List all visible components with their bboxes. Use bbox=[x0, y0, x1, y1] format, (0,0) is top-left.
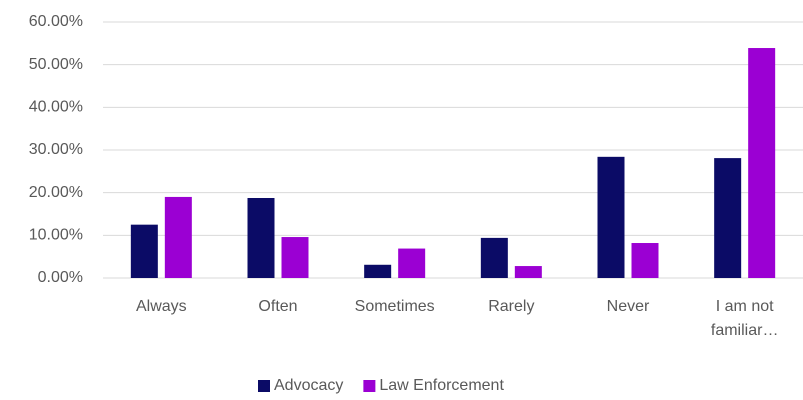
y-tick-label: 50.00% bbox=[29, 56, 83, 73]
bar bbox=[480, 237, 508, 278]
bar bbox=[281, 237, 309, 278]
bar bbox=[130, 224, 158, 278]
bar bbox=[247, 198, 275, 278]
x-tick-label: Never bbox=[606, 298, 650, 315]
bar bbox=[164, 196, 192, 278]
bar bbox=[514, 266, 542, 278]
y-tick-label: 40.00% bbox=[29, 99, 83, 116]
legend-swatch bbox=[258, 380, 270, 392]
y-tick-label: 20.00% bbox=[29, 184, 83, 201]
y-tick-label: 60.00% bbox=[29, 13, 83, 30]
bar bbox=[597, 156, 625, 278]
legend-label: Advocacy bbox=[274, 377, 343, 394]
bar bbox=[398, 248, 426, 278]
bar bbox=[714, 158, 742, 278]
x-tick-label: Often bbox=[258, 298, 298, 315]
y-tick-label: 0.00% bbox=[38, 269, 83, 286]
bar bbox=[364, 264, 392, 278]
x-tick-label: Rarely bbox=[488, 298, 535, 315]
bar bbox=[631, 243, 659, 278]
legend-swatch bbox=[363, 380, 376, 392]
x-tick-label: Always bbox=[135, 298, 187, 315]
x-tick-label: I am not familiar… bbox=[710, 298, 779, 339]
x-tick-label: Sometimes bbox=[354, 298, 435, 315]
y-tick-label: 30.00% bbox=[29, 141, 83, 158]
y-tick-label: 10.00% bbox=[29, 227, 83, 244]
legend-label: Law Enforcement bbox=[379, 377, 504, 394]
bar bbox=[748, 48, 776, 278]
